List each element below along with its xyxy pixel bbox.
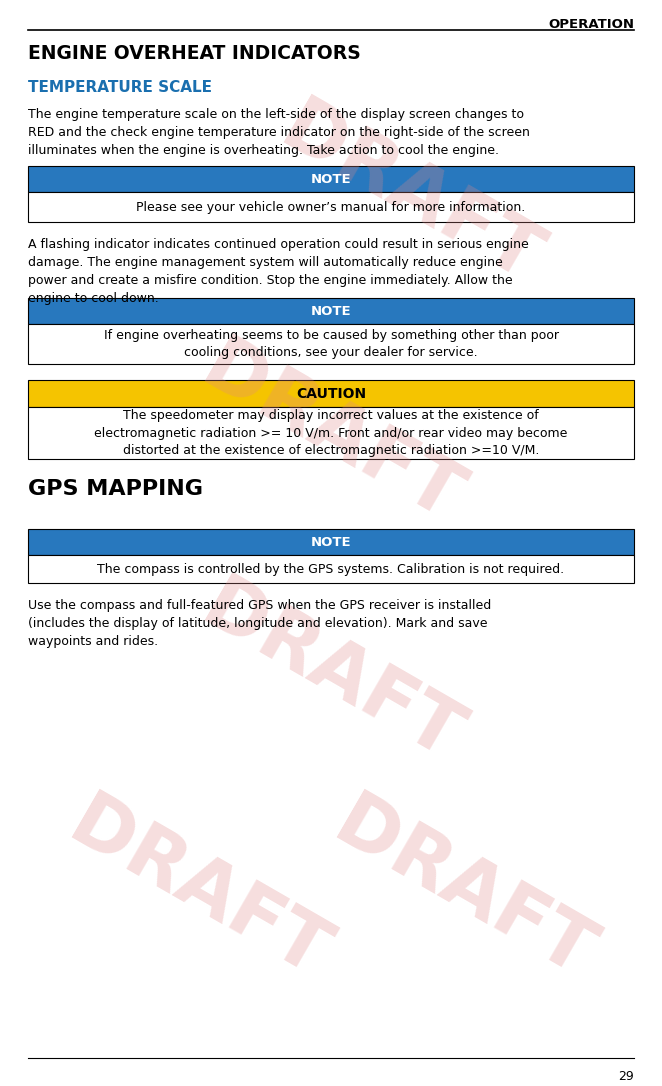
Text: NOTE: NOTE [310, 304, 352, 317]
Text: The compass is controlled by the GPS systems. Calibration is not required.: The compass is controlled by the GPS sys… [97, 563, 565, 576]
Text: NOTE: NOTE [310, 535, 352, 548]
Bar [28, 192, 634, 222]
Text: NOTE: NOTE [310, 173, 352, 186]
Text: Please see your vehicle owner’s manual for more information.: Please see your vehicle owner’s manual f… [136, 201, 526, 214]
Text: Use the compass and full-featured GPS when the GPS receiver is installed
(includ: Use the compass and full-featured GPS wh… [28, 599, 491, 648]
Text: A flashing indicator indicates continued operation could result in serious engin: A flashing indicator indicates continued… [28, 238, 529, 305]
Bar [28, 166, 634, 192]
Text: ENGINE OVERHEAT INDICATORS: ENGINE OVERHEAT INDICATORS [28, 45, 361, 63]
Text: If engine overheating seems to be caused by something other than poor
cooling co: If engine overheating seems to be caused… [103, 329, 559, 359]
Bar [28, 380, 634, 407]
Text: TEMPERATURE SCALE: TEMPERATURE SCALE [28, 80, 212, 94]
Text: 29: 29 [618, 1070, 634, 1083]
Text: DRAFT: DRAFT [189, 570, 473, 776]
Text: The engine temperature scale on the left-side of the display screen changes to
R: The engine temperature scale on the left… [28, 108, 530, 157]
Text: GPS MAPPING: GPS MAPPING [28, 479, 203, 498]
Bar [28, 324, 634, 364]
Text: DRAFT: DRAFT [189, 331, 473, 538]
Bar [28, 298, 634, 324]
Text: OPERATION: OPERATION [548, 18, 634, 31]
Bar [28, 529, 634, 555]
Text: The speedometer may display incorrect values at the existence of
electromagnetic: The speedometer may display incorrect va… [94, 409, 568, 457]
Text: DRAFT: DRAFT [268, 92, 553, 299]
Bar [28, 555, 634, 583]
Text: DRAFT: DRAFT [321, 787, 606, 994]
Text: DRAFT: DRAFT [56, 787, 341, 994]
Text: CAUTION: CAUTION [296, 387, 366, 401]
Bar [28, 407, 634, 459]
